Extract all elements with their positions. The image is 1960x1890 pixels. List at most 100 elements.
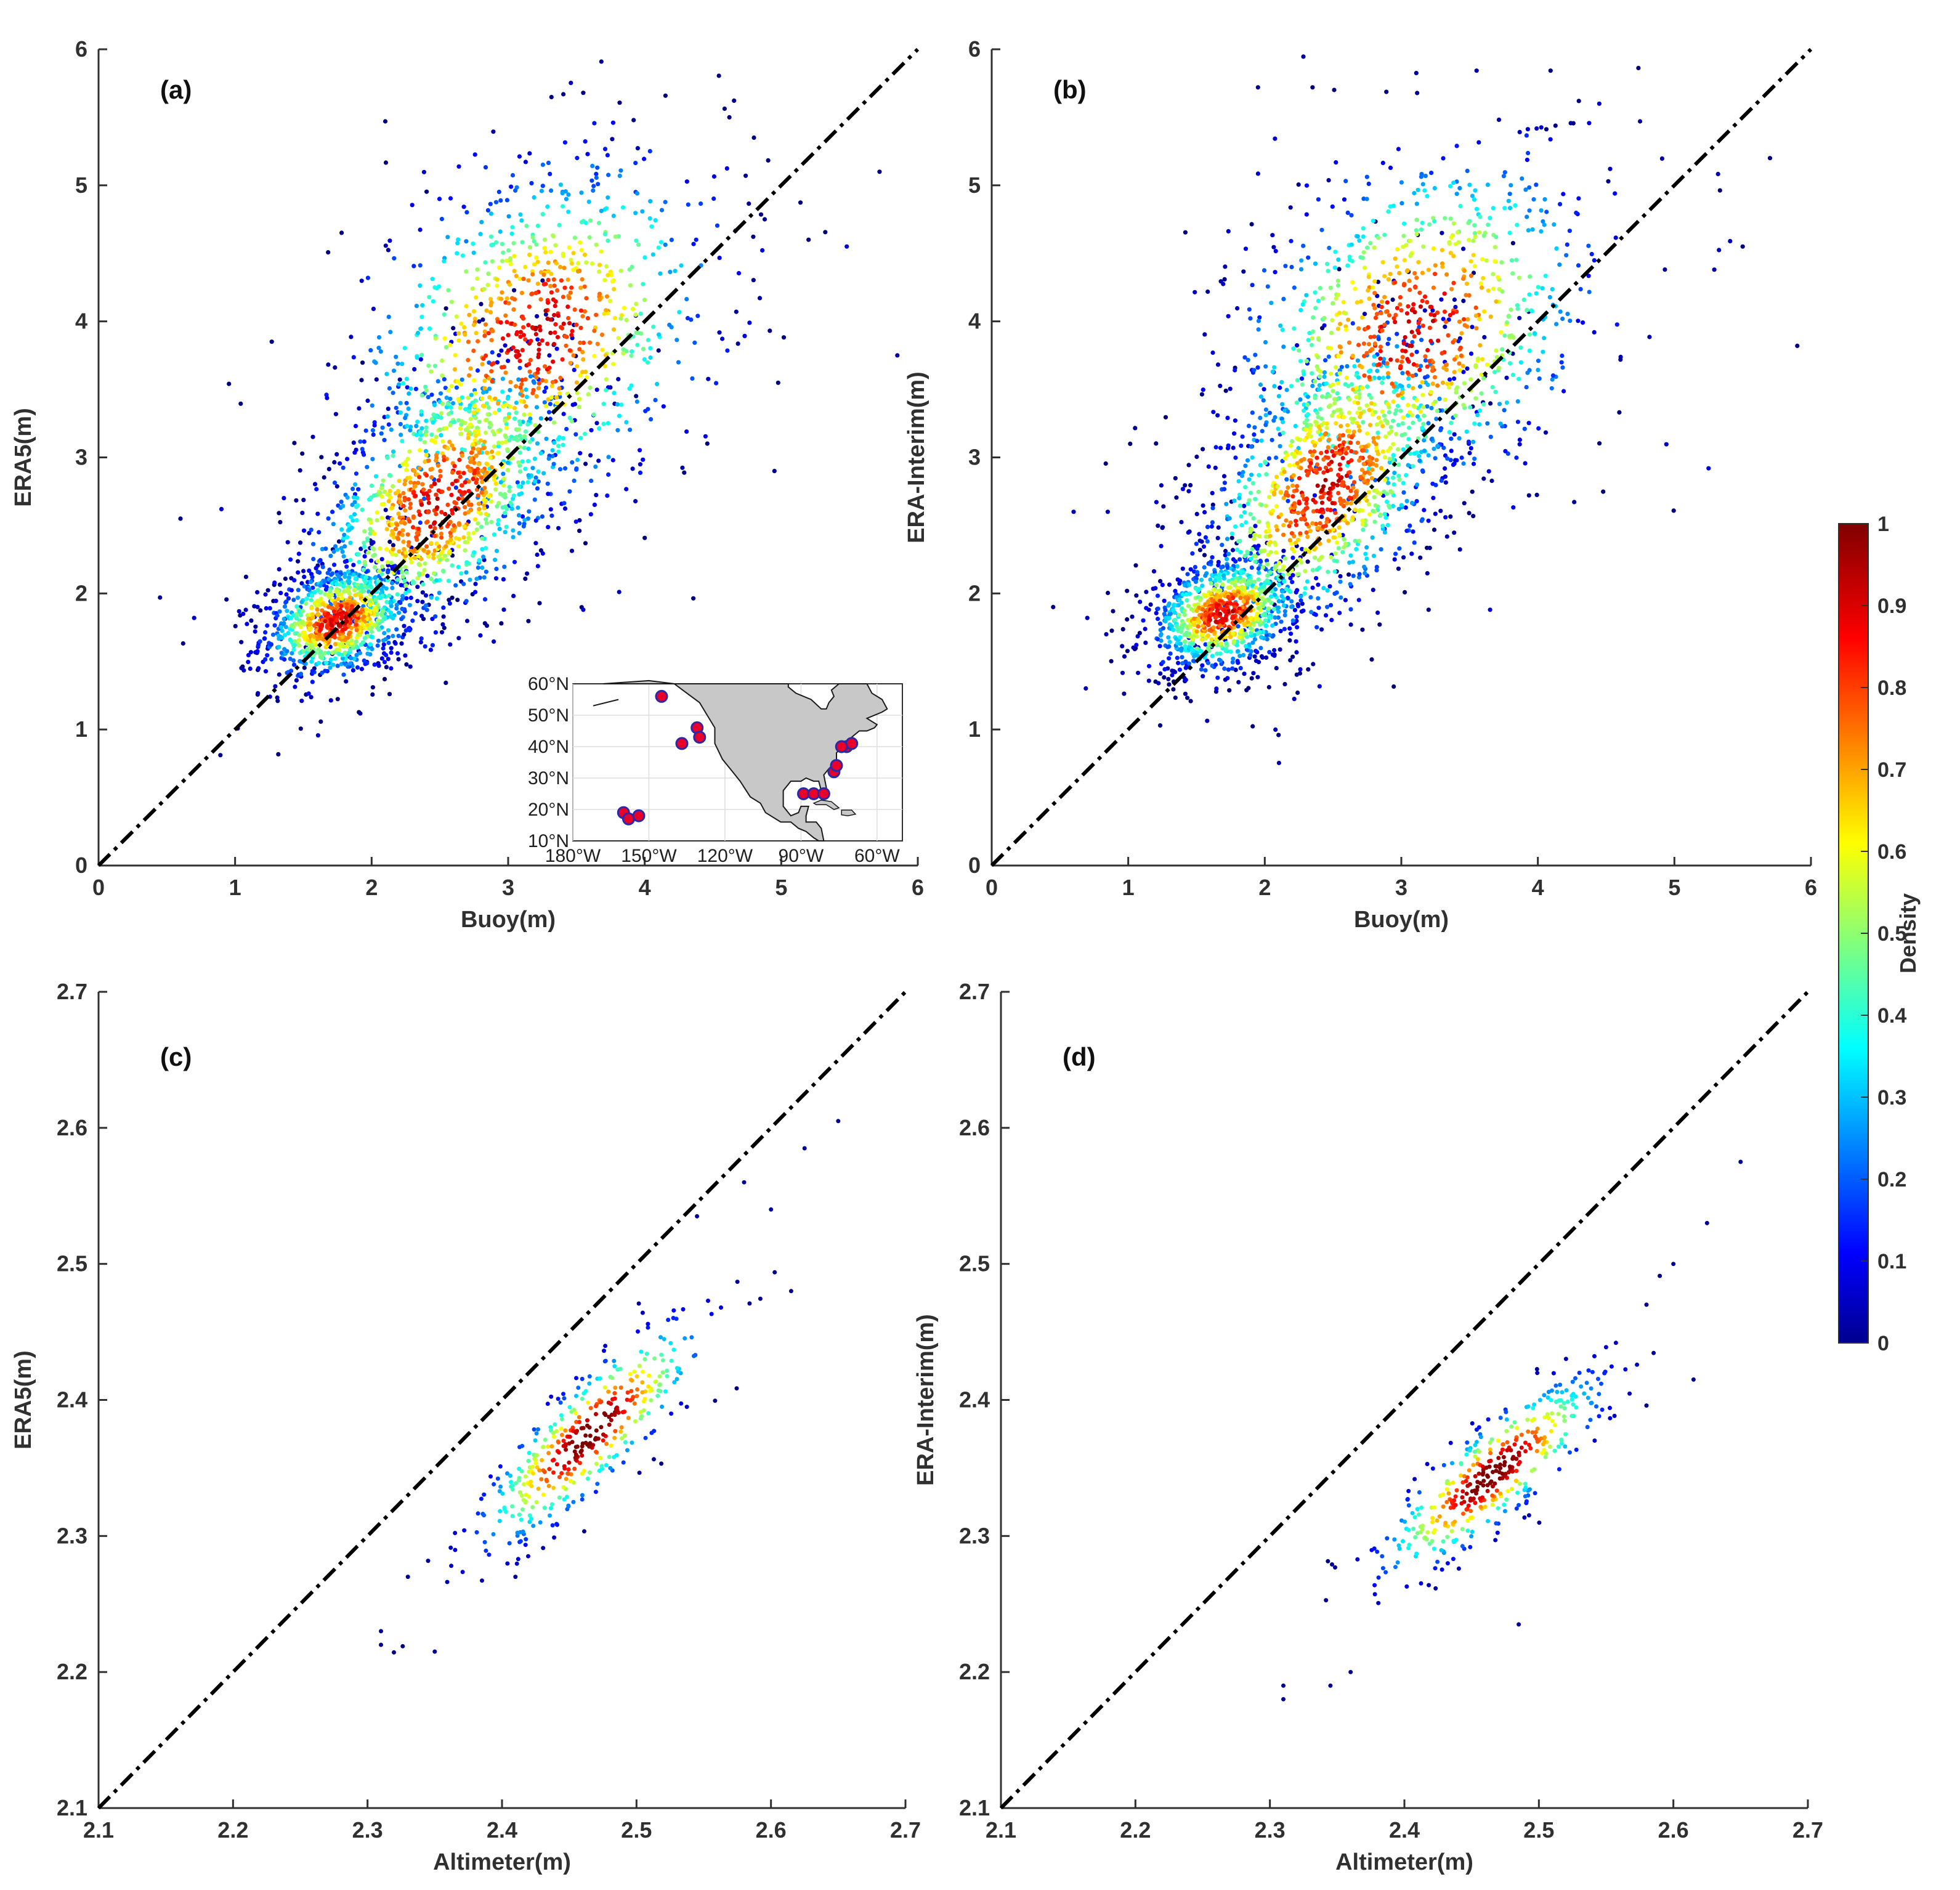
scatter-point: [398, 400, 403, 405]
scatter-point: [1364, 545, 1369, 550]
scatter-point: [1393, 411, 1398, 416]
scatter-point: [423, 644, 427, 649]
scatter-point: [1391, 482, 1396, 487]
scatter-point: [1414, 232, 1419, 237]
scatter-point: [1215, 362, 1221, 367]
scatter-point: [1506, 198, 1511, 203]
scatter-point: [1445, 456, 1450, 461]
scatter-point: [1141, 618, 1146, 623]
scatter-point: [1361, 420, 1366, 425]
scatter-point: [578, 308, 584, 313]
scatter-point: [1396, 506, 1401, 511]
scatter-point: [548, 249, 553, 254]
scatter-point: [1281, 420, 1286, 424]
scatter-point: [415, 599, 420, 604]
scatter-point: [1206, 464, 1211, 469]
scatter-point: [1415, 482, 1420, 487]
scatter-point: [394, 405, 399, 410]
scatter-point: [1664, 442, 1669, 447]
scatter-point: [280, 635, 285, 640]
scatter-point: [482, 485, 487, 490]
scatter-point: [253, 629, 257, 634]
scatter-point: [1300, 302, 1305, 307]
scatter-point: [509, 184, 514, 189]
scatter-point: [1420, 182, 1425, 187]
scatter-point: [1289, 384, 1294, 389]
scatter-point: [1481, 376, 1486, 381]
scatter-point: [304, 596, 309, 601]
scatter-point: [1422, 308, 1427, 313]
scatter-point: [535, 314, 540, 318]
x-axis-label: Buoy(m): [1354, 907, 1449, 933]
scatter-point: [243, 607, 248, 612]
scatter-point: [1224, 501, 1229, 506]
scatter-point: [280, 628, 285, 633]
scatter-point: [394, 606, 399, 611]
scatter-point: [464, 210, 469, 215]
scatter-point: [476, 470, 480, 475]
scatter-point: [1313, 395, 1318, 400]
scatter-point: [1330, 389, 1335, 394]
scatter-point: [1188, 483, 1193, 488]
scatter-point: [418, 357, 423, 362]
scatter-point: [333, 365, 338, 370]
scatter-point: [456, 636, 461, 641]
scatter-point: [528, 374, 533, 379]
scatter-point: [1414, 499, 1419, 504]
scatter-point: [1509, 258, 1514, 263]
scatter-point: [426, 496, 431, 501]
scatter-point: [1223, 388, 1228, 393]
scatter-point: [1335, 283, 1340, 288]
scatter-point: [482, 333, 487, 338]
scatter-point: [433, 336, 438, 341]
scatter-point: [1390, 475, 1396, 481]
scatter-point: [742, 333, 747, 339]
scatter-point: [327, 594, 332, 599]
scatter-point: [1467, 511, 1472, 516]
scatter-point: [331, 662, 336, 667]
scatter-point: [333, 656, 338, 661]
scatter-point: [270, 632, 276, 637]
scatter-point: [1225, 537, 1230, 541]
scatter-point: [241, 611, 246, 617]
scatter-point: [1395, 247, 1400, 252]
scatter-point: [256, 666, 261, 671]
scatter-point: [1241, 269, 1246, 274]
scatter-point: [294, 616, 299, 621]
scatter-point: [1276, 582, 1282, 588]
scatter-point: [1297, 348, 1302, 353]
scatter-point: [1432, 447, 1436, 452]
scatter-point: [1265, 637, 1270, 642]
scatter-point: [296, 588, 301, 593]
scatter-point: [1106, 590, 1111, 596]
scatter-point: [233, 623, 238, 629]
scatter-point: [493, 576, 499, 581]
scatter-point: [413, 611, 418, 616]
scatter-point: [1380, 375, 1386, 381]
scatter-point: [291, 662, 297, 667]
scatter-point: [1185, 598, 1189, 603]
scatter-point: [1219, 641, 1224, 646]
scatter-point: [538, 548, 544, 553]
scatter-point: [403, 550, 408, 555]
scatter-point: [320, 546, 325, 551]
scatter-point: [543, 308, 548, 313]
scatter-point: [360, 622, 365, 627]
scatter-point: [597, 262, 602, 267]
scatter-point: [570, 460, 575, 465]
scatter-point: [487, 420, 492, 426]
scatter-point: [511, 241, 516, 246]
scatter-point: [1201, 387, 1205, 392]
scatter-point: [1328, 285, 1333, 290]
scatter-point: [1304, 293, 1309, 298]
scatter-point: [1160, 582, 1165, 588]
scatter-point: [525, 571, 530, 576]
scatter-point: [394, 354, 399, 359]
scatter-point: [1457, 547, 1462, 552]
scatter-point: [463, 511, 468, 516]
scatter-point: [278, 591, 283, 596]
scatter-point: [1146, 678, 1151, 683]
scatter-point: [1281, 548, 1286, 553]
scatter-point: [1470, 193, 1475, 198]
scatter-point: [1239, 514, 1244, 519]
